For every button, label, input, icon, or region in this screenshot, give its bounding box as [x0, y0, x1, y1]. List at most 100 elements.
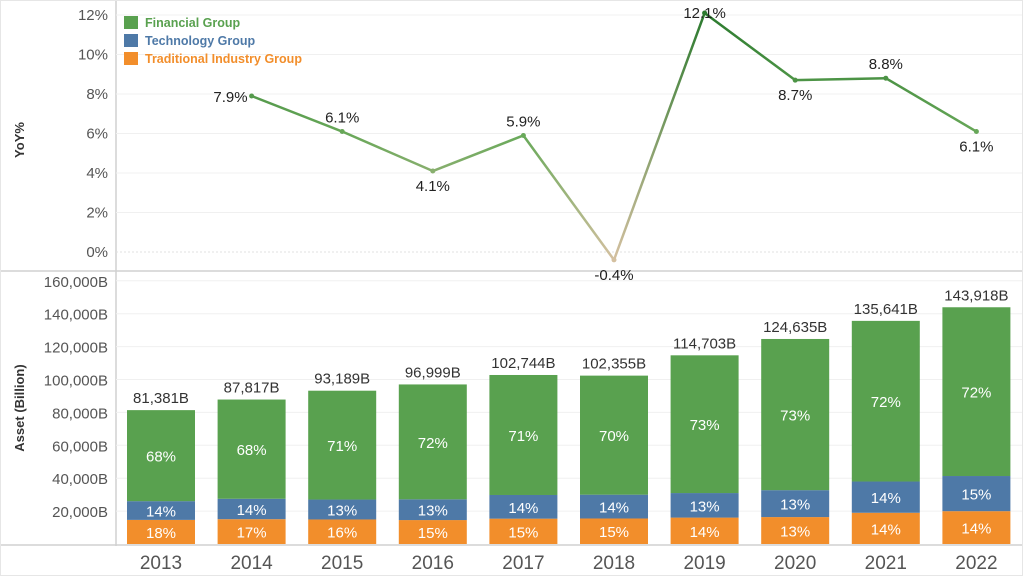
- segment-label: 14%: [961, 521, 991, 538]
- segment-label: 68%: [146, 449, 176, 466]
- bar-segment: [398, 499, 467, 521]
- line-point: [702, 10, 708, 16]
- legend: Financial Group Technology Group Tradition…: [124, 16, 302, 66]
- legend-label: Traditional Industry Group: [145, 52, 302, 66]
- y-tick-label: 140,000B: [44, 307, 108, 324]
- x-tick-label: 2018: [593, 553, 635, 574]
- y-tick-label: 20,000B: [52, 504, 108, 521]
- line-segment: [340, 130, 435, 173]
- x-tick-label: 2016: [412, 553, 454, 574]
- point-label: 8.7%: [778, 87, 812, 104]
- y-tick-label: 100,000B: [44, 373, 108, 390]
- x-tick-label: 2013: [140, 553, 182, 574]
- bar-segment: [670, 493, 739, 518]
- total-label: 135,641B: [854, 301, 918, 318]
- total-label: 102,744B: [491, 355, 555, 372]
- bar-segment: [127, 410, 195, 502]
- legend-label: Technology Group: [145, 34, 256, 48]
- bar-segment: [489, 494, 558, 519]
- bar-segment: [942, 511, 1011, 544]
- y-tick-label: 2%: [86, 205, 108, 222]
- legend-swatch: [124, 52, 138, 65]
- segment-label: 14%: [871, 521, 901, 538]
- segment-label: 13%: [418, 503, 448, 520]
- total-label: 81,381B: [133, 390, 189, 407]
- y-tick-label: 8%: [86, 86, 108, 103]
- x-tick-label: 2020: [774, 553, 816, 574]
- line-point: [883, 75, 889, 81]
- segment-label: 16%: [327, 525, 357, 542]
- bar-segment: [670, 355, 739, 494]
- bar-segment: [580, 518, 648, 544]
- line-segment: [884, 76, 978, 133]
- segment-label: 14%: [237, 502, 267, 519]
- bar-segment: [398, 384, 467, 500]
- bar-segment: [670, 517, 739, 544]
- line-point: [973, 129, 979, 135]
- total-label: 96,999B: [405, 364, 461, 381]
- line-point: [611, 257, 617, 263]
- segment-label: 15%: [508, 524, 538, 541]
- total-label: 93,189B: [314, 371, 370, 388]
- total-label: 143,918B: [944, 287, 1008, 304]
- segment-label: 72%: [961, 385, 991, 402]
- line-segment: [612, 11, 706, 262]
- total-label: 124,635B: [763, 319, 827, 336]
- point-label: 8.8%: [869, 56, 903, 73]
- line-point: [520, 132, 526, 138]
- segment-label: 72%: [871, 394, 901, 411]
- point-label: 5.9%: [506, 113, 540, 130]
- line-segment: [522, 134, 616, 262]
- bar-segment: [217, 519, 286, 544]
- bar-segment: [489, 374, 558, 495]
- line-segment: [250, 94, 344, 133]
- bar-segment: [127, 519, 195, 544]
- bar-segment: [761, 517, 830, 544]
- yoy-line-panel: YoY% 0% 2% 4% 6% 8% 10% 12% 7.9% 6.1% 4.1% 5.9% -0.…: [12, 5, 1022, 284]
- bar-segment: [851, 512, 920, 544]
- total-label: 87,817B: [224, 380, 280, 397]
- segment-label: 17%: [237, 525, 267, 542]
- x-tick-label: 2017: [502, 553, 544, 574]
- bar-segment: [308, 390, 377, 500]
- y-tick-label: 4%: [86, 165, 108, 182]
- segment-label: 13%: [780, 524, 810, 541]
- point-label: 7.9%: [213, 89, 247, 106]
- x-tick-label: 2021: [865, 553, 907, 574]
- segment-label: 73%: [690, 417, 720, 434]
- bar-segment: [851, 320, 920, 482]
- y-tick-label: 80,000B: [52, 405, 108, 422]
- bar-segment: [489, 518, 558, 544]
- point-label: 4.1%: [416, 178, 450, 195]
- segment-label: 13%: [780, 497, 810, 514]
- bar-segment: [127, 501, 195, 520]
- segment-label: 14%: [871, 490, 901, 507]
- x-tick-label: 2014: [230, 553, 273, 574]
- bar-segment: [217, 399, 286, 499]
- line-segment: [703, 11, 797, 82]
- y-tick-label: 0%: [86, 244, 108, 261]
- bar-segment: [580, 494, 648, 519]
- point-label: 6.1%: [959, 139, 993, 156]
- bar-segment: [308, 499, 377, 520]
- segment-label: 14%: [599, 500, 629, 517]
- y-tick-label: 160,000B: [44, 274, 108, 291]
- bar-segment: [217, 498, 286, 520]
- segment-label: 72%: [418, 435, 448, 452]
- y-tick-label: 6%: [86, 126, 108, 143]
- bar-segment: [398, 520, 467, 544]
- segment-label: 14%: [508, 500, 538, 517]
- bar-segment: [942, 476, 1011, 512]
- yoy-axis-label: YoY%: [12, 122, 27, 158]
- segment-label: 18%: [146, 525, 176, 542]
- total-label: 102,355B: [582, 356, 646, 373]
- bar-segment: [580, 375, 648, 495]
- bar-segment: [308, 519, 377, 544]
- segment-label: 13%: [690, 498, 720, 515]
- bar-segment: [942, 307, 1011, 477]
- point-label: 6.1%: [325, 110, 359, 127]
- segment-label: 15%: [418, 525, 448, 542]
- line-point: [249, 93, 255, 99]
- point-label: -0.4%: [594, 267, 633, 284]
- y-tick-label: 40,000B: [52, 471, 108, 488]
